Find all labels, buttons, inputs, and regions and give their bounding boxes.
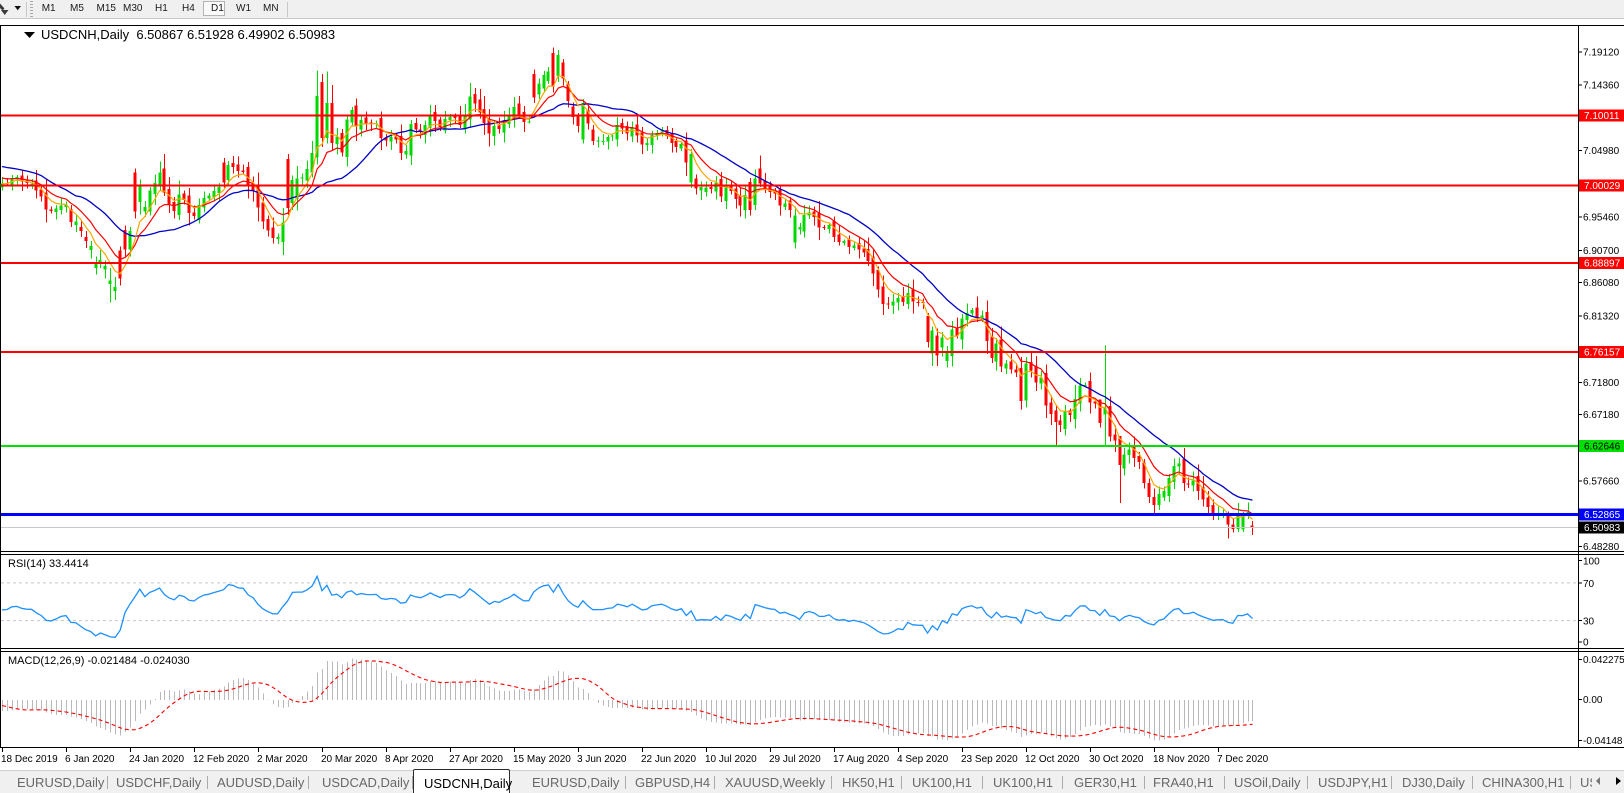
svg-text:18 Nov 2020: 18 Nov 2020 — [1153, 754, 1210, 765]
svg-text:6.52865: 6.52865 — [1584, 510, 1621, 521]
svg-text:6.76157: 6.76157 — [1584, 347, 1621, 358]
svg-text:6.67180: 6.67180 — [1583, 410, 1620, 421]
svg-text:3 Jun 2020: 3 Jun 2020 — [577, 754, 627, 765]
svg-text:RSI(14) 33.4414: RSI(14) 33.4414 — [8, 558, 89, 570]
svg-text:22 Jun 2020: 22 Jun 2020 — [641, 754, 696, 765]
svg-text:6.95460: 6.95460 — [1583, 213, 1620, 224]
svg-text:15 May 2020: 15 May 2020 — [513, 754, 571, 765]
svg-text:6.81320: 6.81320 — [1583, 311, 1620, 322]
svg-text:7.19120: 7.19120 — [1583, 48, 1620, 59]
svg-text:0: 0 — [1583, 638, 1589, 649]
svg-text:6 Jan 2020: 6 Jan 2020 — [65, 754, 115, 765]
svg-text:30: 30 — [1583, 617, 1595, 628]
svg-text:6.90700: 6.90700 — [1583, 246, 1620, 257]
svg-text:20 Mar 2020: 20 Mar 2020 — [321, 754, 378, 765]
svg-text:6.71800: 6.71800 — [1583, 378, 1620, 389]
svg-text:18 Dec 2019: 18 Dec 2019 — [1, 754, 58, 765]
svg-text:6.57660: 6.57660 — [1583, 477, 1620, 488]
svg-text:0.042275: 0.042275 — [1583, 655, 1624, 666]
svg-text:MACD(12,26,9) -0.021484 -0.024: MACD(12,26,9) -0.021484 -0.024030 — [8, 655, 190, 667]
svg-text:2 Mar 2020: 2 Mar 2020 — [257, 754, 308, 765]
svg-text:29 Jul 2020: 29 Jul 2020 — [769, 754, 821, 765]
svg-text:-0.04148: -0.04148 — [1583, 736, 1623, 747]
svg-text:12 Oct 2020: 12 Oct 2020 — [1025, 754, 1080, 765]
svg-text:6.62646: 6.62646 — [1584, 442, 1621, 453]
svg-text:7.10011: 7.10011 — [1584, 111, 1620, 122]
svg-text:6.48280: 6.48280 — [1583, 542, 1620, 553]
svg-text:6.88897: 6.88897 — [1584, 259, 1621, 270]
svg-text:0.00: 0.00 — [1583, 695, 1603, 706]
svg-text:100: 100 — [1583, 557, 1600, 568]
svg-text:30 Oct 2020: 30 Oct 2020 — [1089, 754, 1144, 765]
svg-text:24 Jan 2020: 24 Jan 2020 — [129, 754, 184, 765]
svg-text:70: 70 — [1583, 579, 1595, 590]
svg-text:7.04980: 7.04980 — [1583, 146, 1620, 157]
svg-text:USDCNH,Daily 6.50867 6.51928: USDCNH,Daily 6.50867 6.51928 6.49902 6.5… — [41, 27, 335, 42]
svg-text:8 Apr 2020: 8 Apr 2020 — [385, 754, 434, 765]
svg-text:6.50983: 6.50983 — [1584, 523, 1621, 534]
svg-text:7.14360: 7.14360 — [1583, 81, 1620, 92]
svg-text:12 Feb 2020: 12 Feb 2020 — [193, 754, 250, 765]
svg-text:6.86080: 6.86080 — [1583, 278, 1620, 289]
svg-text:10 Jul 2020: 10 Jul 2020 — [705, 754, 757, 765]
svg-text:23 Sep 2020: 23 Sep 2020 — [961, 754, 1018, 765]
svg-text:17 Aug 2020: 17 Aug 2020 — [833, 754, 890, 765]
svg-text:27 Apr 2020: 27 Apr 2020 — [449, 754, 503, 765]
svg-text:4 Sep 2020: 4 Sep 2020 — [897, 754, 949, 765]
svg-text:7 Dec 2020: 7 Dec 2020 — [1217, 754, 1269, 765]
svg-text:7.00029: 7.00029 — [1584, 181, 1621, 192]
